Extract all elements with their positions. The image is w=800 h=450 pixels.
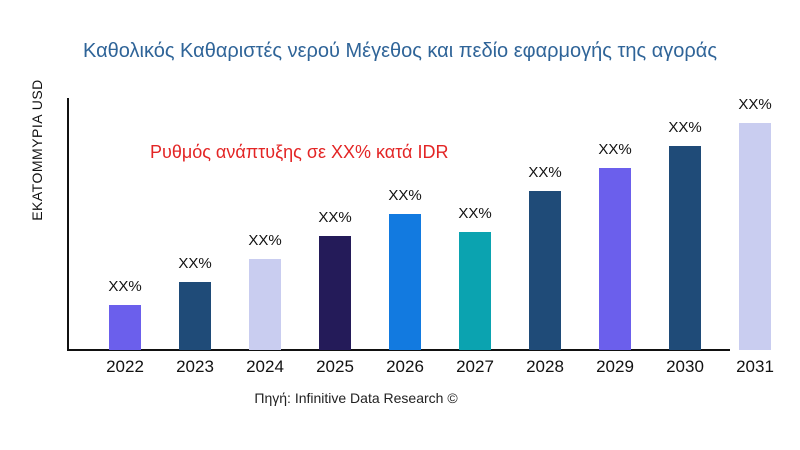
chart-title: Καθολικός Καθαριστές νερού Μέγεθος και π… — [83, 40, 717, 62]
bar-2024 — [249, 259, 281, 350]
x-axis-line — [67, 349, 730, 351]
bar-value-label-2023: XX% — [178, 255, 212, 272]
bar-2028 — [529, 191, 561, 350]
x-tick-label-2029: 2029 — [596, 357, 634, 376]
bar-2029 — [599, 168, 631, 350]
bar-2026 — [389, 214, 421, 350]
bar-value-label-2027: XX% — [458, 205, 492, 222]
x-tick-label-2030: 2030 — [666, 357, 704, 376]
bar-value-label-2029: XX% — [598, 141, 632, 158]
x-tick-label-2031: 2031 — [736, 357, 774, 376]
x-tick-label-2024: 2024 — [246, 357, 284, 376]
bar-value-label-2031: XX% — [738, 96, 772, 113]
x-tick-label-2027: 2027 — [456, 357, 494, 376]
bar-2031 — [739, 123, 771, 350]
x-tick-label-2028: 2028 — [526, 357, 564, 376]
bar-2025 — [319, 236, 351, 350]
bar-value-label-2025: XX% — [318, 209, 352, 226]
bar-2023 — [179, 282, 211, 350]
y-axis-label: ΕΚΑΤΟΜΜΥΡΙΑ USD — [29, 79, 45, 221]
growth-rate-annotation: Ρυθμός ανάπτυξης σε XX% κατά IDR — [150, 142, 449, 162]
x-tick-label-2022: 2022 — [106, 357, 144, 376]
bar-2022 — [109, 305, 141, 350]
source-credit: Πηγή: Infinitive Data Research © — [254, 390, 458, 406]
x-tick-label-2025: 2025 — [316, 357, 354, 376]
x-tick-label-2023: 2023 — [176, 357, 214, 376]
bar-value-label-2030: XX% — [668, 119, 702, 136]
bar-value-label-2022: XX% — [108, 278, 142, 295]
y-axis-line — [67, 98, 69, 351]
bar-value-label-2024: XX% — [248, 232, 282, 249]
bar-value-label-2026: XX% — [388, 187, 422, 204]
x-tick-label-2026: 2026 — [386, 357, 424, 376]
bar-2027 — [459, 232, 491, 350]
bar-value-label-2028: XX% — [528, 164, 562, 181]
bar-2030 — [669, 146, 701, 350]
